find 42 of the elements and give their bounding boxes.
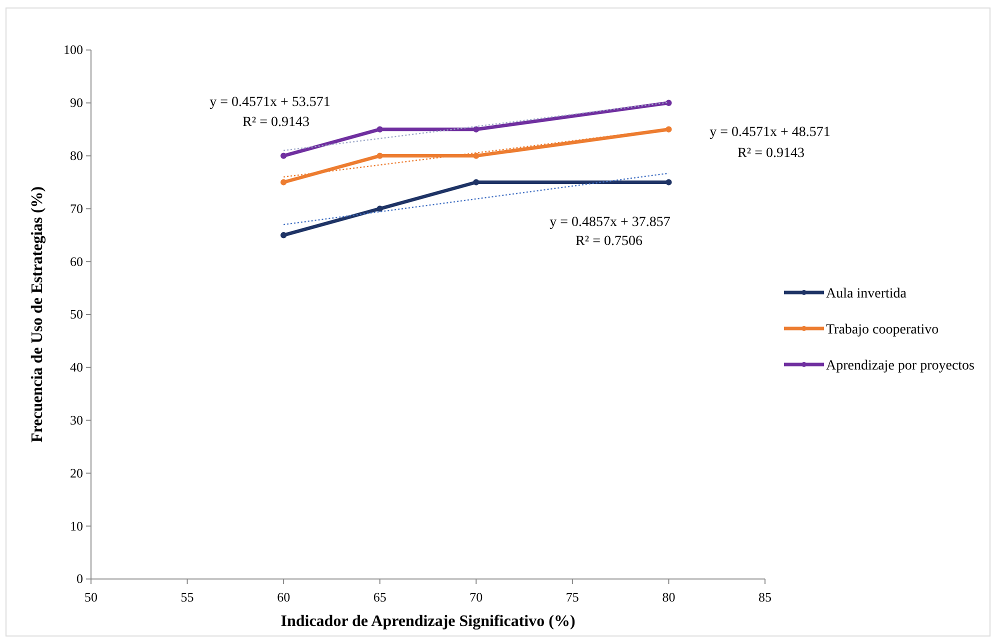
point (376, 206, 383, 212)
annotation: R² = 0.7506 (576, 234, 642, 249)
x-tick-label: 65 (373, 589, 386, 604)
y-tick-label: 60 (70, 254, 83, 269)
x-tick-label: 55 (180, 589, 194, 604)
y-tick-label: 50 (70, 306, 83, 322)
y-tick-label: 40 (70, 360, 83, 375)
point (280, 152, 287, 159)
point (280, 179, 287, 186)
y-tick-label: 90 (70, 95, 83, 110)
legend-label: Trabajo cooperativo (826, 322, 939, 338)
annotation: y = 0.4571x + 48.571 (710, 125, 830, 140)
point (473, 126, 480, 132)
point (666, 126, 672, 132)
annotation: R² = 0.9143 (242, 115, 310, 130)
x-tick-label: 50 (84, 589, 98, 604)
point (473, 179, 480, 186)
y-tick-label: 80 (70, 148, 83, 163)
annotation: y = 0.4857x + 37.857 (550, 215, 670, 230)
x-tick-label: 85 (758, 589, 772, 604)
y-tick-label: 10 (70, 518, 83, 534)
point (666, 100, 672, 106)
y-tick-label: 100 (64, 42, 83, 58)
x-axis-title: Indicador de Aprendizaje Significativo (%) (280, 613, 576, 630)
y-tick-label: 70 (70, 200, 83, 216)
legend-label: Aula invertida (826, 286, 908, 302)
point (666, 179, 672, 186)
y-tick-label: 20 (70, 465, 83, 480)
legend-label: Aprendizaje por proyectos (826, 358, 974, 374)
point (280, 232, 287, 238)
annotation: R² = 0.9143 (738, 146, 804, 161)
x-tick-label: 75 (566, 589, 579, 604)
y-tick-label: 30 (70, 412, 83, 428)
point (376, 152, 383, 159)
point (473, 152, 480, 159)
y-tick-label: 0 (76, 571, 83, 586)
annotation: y = 0.4571x + 53.571 (210, 95, 330, 110)
point (376, 126, 383, 132)
x-tick-label: 70 (470, 589, 483, 604)
x-tick-label: 60 (277, 589, 290, 604)
y-axis-title: Frecuencia de Uso de Estrategias (%) (29, 186, 46, 443)
x-tick-label: 80 (662, 589, 676, 604)
